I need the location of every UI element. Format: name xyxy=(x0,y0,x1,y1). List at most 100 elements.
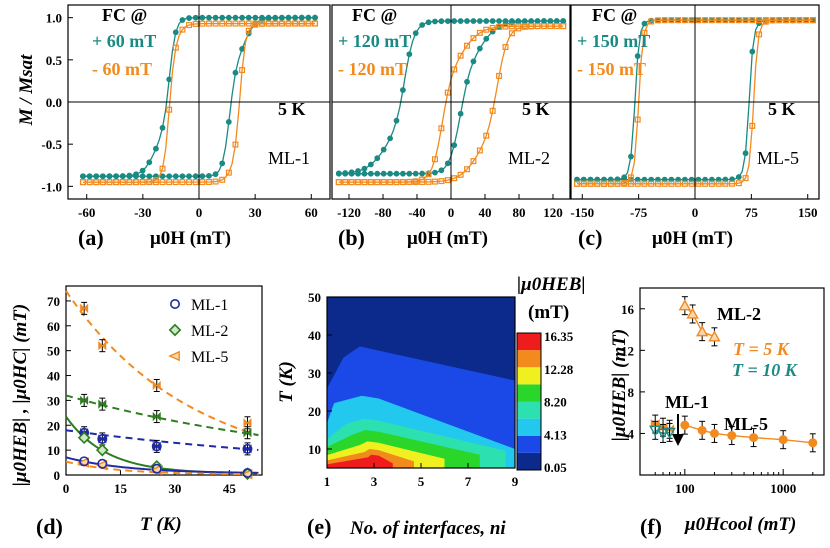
panel-c-loop-1-down-point xyxy=(809,17,816,24)
panel-a-loop-1-down-point xyxy=(252,20,259,27)
panel-a-loop-1-down-point xyxy=(278,20,285,27)
panel-b-loop-0-up-point xyxy=(432,169,438,176)
panel-a-loop-0-down-point xyxy=(126,172,133,179)
panel-f-series-0-point xyxy=(708,330,721,342)
panel-c-loop-1-down-point xyxy=(756,17,763,24)
panel-e-colorbar-swatch-1 xyxy=(517,435,541,453)
panel-f-series-0-point xyxy=(678,299,692,311)
panel-b-xtick-label-6: 120 xyxy=(543,205,563,220)
panel-b-xtick-label-0: -120 xyxy=(337,205,361,220)
panel-a-loop-0-up-point xyxy=(206,172,212,179)
panel-a-loop-0-down-point xyxy=(225,14,232,21)
panel-b-loop-0-down-point xyxy=(374,155,381,162)
panel-a-loop-0-up-point xyxy=(166,173,173,180)
panel-d-series-4-point xyxy=(77,431,91,445)
panel-a-loop-0-down-point xyxy=(119,173,126,179)
panel-c-loop-0-down-point xyxy=(628,153,634,160)
panel-a-loop-1-down-point xyxy=(166,106,173,113)
panel-b-frame: -120 -80 -40 0 40 80 120 xyxy=(331,4,571,220)
panel-c-loop-1-down-point xyxy=(789,17,796,24)
panel-b-loop-1-up-point xyxy=(451,175,458,182)
panel-c: -150 -75 0 75 150 FC @ + 150 mT - 150 mT 5 K… xyxy=(570,4,820,250)
panel-e-plot: 1 3 5 7 9 10 20 30 40 50 16.35 12.28 8.20 4.13 0.05 xyxy=(308,290,574,489)
panel-c-loop-1-down-point xyxy=(702,17,709,24)
panel-a-loop-1-up-point xyxy=(166,179,173,186)
panel-b-loop-1-down-point xyxy=(387,179,394,186)
panel-b-loop-0-up-point xyxy=(483,35,490,42)
panel-f-ytick-label-3: 16 xyxy=(621,302,635,317)
panel-a-loop-1-down-point xyxy=(225,20,232,27)
panel-f-ytick-label-2: 12 xyxy=(621,343,634,358)
panel-b-loop-0-up-point xyxy=(367,170,374,177)
panel-d-label: (d) xyxy=(36,514,63,539)
panel-f-plot: 100 1000 4 8 12 16 xyxy=(621,287,825,496)
panel-a-loop-0-down-point xyxy=(305,14,312,21)
panel-c-loop-1-down-point xyxy=(607,180,614,187)
panel-a-loop-1-down-point xyxy=(172,44,179,51)
panel-a-loop-0-down-point xyxy=(212,14,219,21)
panel-c-loop-1-down-point xyxy=(587,180,594,187)
panel-a-loop-0-down-point xyxy=(192,14,199,21)
panel-a-ytick-label-3: -0.5 xyxy=(41,137,62,152)
panel-e-colorbar-swatch-0 xyxy=(517,452,541,470)
panel-d-series-1-point xyxy=(98,399,107,409)
panel-a-loop-1-down-point xyxy=(258,20,265,27)
panel-b-loop-0-down-point xyxy=(412,30,419,37)
panel-c-loop-1-down-point xyxy=(695,17,702,24)
panel-d-legend-label-2: ML-5 xyxy=(191,349,228,366)
panel-b-loop-0-down-point xyxy=(476,18,483,24)
panel-a-loop-1-up-point xyxy=(232,141,239,148)
panel-b-loop-0-down-point xyxy=(348,169,355,176)
panel-a-loop-1-up-point xyxy=(172,179,179,186)
panel-a-loop-0-down-point xyxy=(93,173,100,180)
panel-b-loop-0-up-point xyxy=(412,170,419,177)
panel-a-loop-0-down-point xyxy=(265,14,272,21)
panel-e-ytick-label-0: 10 xyxy=(308,442,321,457)
panel-b-loop-0-up-point xyxy=(438,167,445,174)
panel-c-loop-1-up-point xyxy=(661,180,668,187)
panel-a-loop-1-down-point xyxy=(285,20,292,27)
panel-c-legend-minus: - 150 mT xyxy=(577,59,646,79)
arrow-head xyxy=(672,434,684,446)
panel-a-loop-1-up-point xyxy=(186,179,193,186)
panel-f-arrow xyxy=(672,414,684,446)
panel-b-loop-1-down-point xyxy=(508,23,515,30)
panel-a-loop-1-down-point xyxy=(99,179,106,186)
panel-c-loop-1-up-point xyxy=(708,180,715,187)
panel-c-loop-1-up-point xyxy=(648,180,655,187)
panel-b-loop-0-up-point xyxy=(406,170,413,177)
panel-c-loop-1-down-point xyxy=(634,116,641,123)
panel-c-xtick-label-3: 75 xyxy=(745,205,759,220)
panel-c-loop-1-down-point xyxy=(769,17,776,24)
panel-c-loop-1-down-point xyxy=(708,17,715,24)
panel-c-xtick-label-0: -150 xyxy=(570,205,594,220)
panel-b-loop-0-down-point xyxy=(335,170,342,177)
panel-e-colorbar-label-4: 0.05 xyxy=(544,460,567,475)
panel-b-loop-1-down-point xyxy=(412,178,419,185)
panel-b-xtick-label-2: -40 xyxy=(408,205,425,220)
panel-c-loop-1-down-point xyxy=(654,17,661,24)
panel-a-loop-0-up-point xyxy=(219,160,226,167)
panel-b-loop-0-down-point xyxy=(425,19,432,26)
panel-c-loop-1-up-point xyxy=(634,180,641,187)
panel-a-loop-0-down-point xyxy=(298,14,305,21)
panel-d-series-3-point xyxy=(151,441,162,452)
panel-a-loop-1-down-point xyxy=(119,179,126,186)
panel-b-loop-0-down-point xyxy=(393,117,400,124)
panel-b-loop-1-up-point xyxy=(483,132,490,139)
panel-b-loop-0-down-point xyxy=(515,18,522,24)
panel-a-loop-0-down-point xyxy=(146,159,153,166)
panel-a-loop-1-down-point xyxy=(152,177,159,184)
panel-c-loop-1-down-point xyxy=(580,180,587,187)
panel-c-loop-1-down-point xyxy=(621,180,628,187)
panel-a-loop-1-down-point xyxy=(192,20,199,27)
panel-c-loop-1-down-point xyxy=(627,174,634,181)
panel-b-loop-0-up-point xyxy=(444,160,451,167)
panel-d-series-6-point xyxy=(151,463,162,474)
panel-f-xlabel: μ0Hcool (mT) xyxy=(684,514,796,535)
panel-f-ytick-label-0: 4 xyxy=(628,426,635,441)
panel-f-series-1-point xyxy=(680,420,690,430)
panel-a-loop-1-up-point xyxy=(225,169,232,176)
panel-d-ytick-label-5: 50 xyxy=(47,344,60,359)
